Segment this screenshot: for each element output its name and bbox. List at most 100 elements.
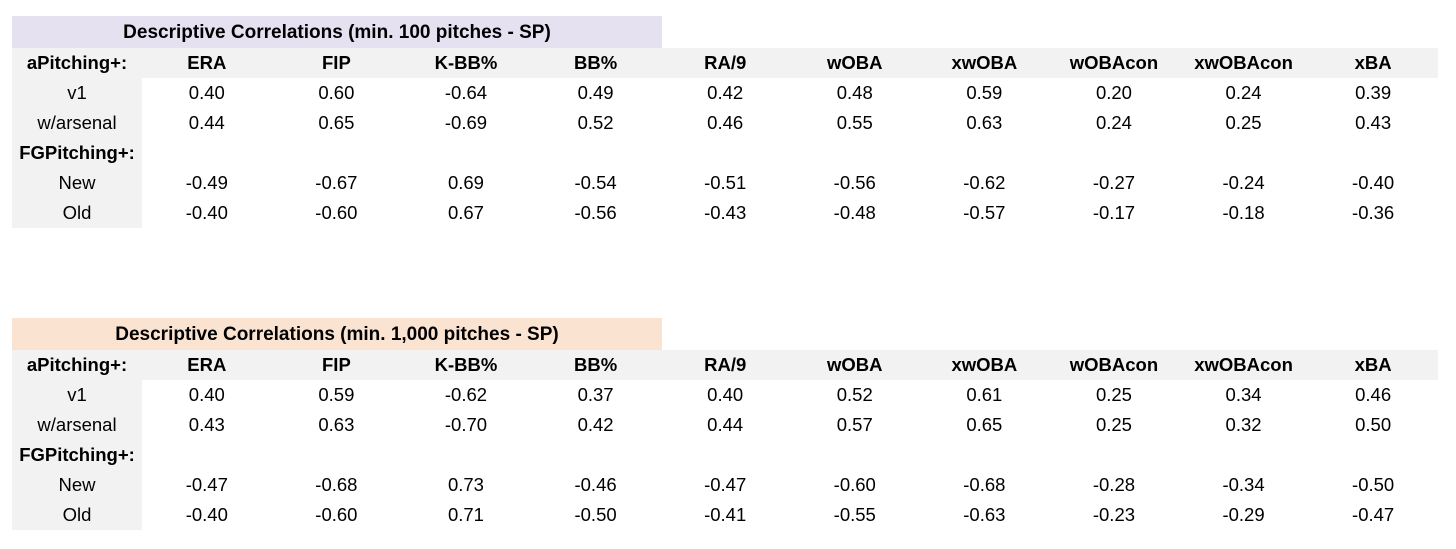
value-cell: -0.60 [833,474,876,495]
table-row: New -0.49 -0.67 0.69 -0.54 -0.51 -0.56 -0.62 -0.… [12,168,1438,198]
value-cell: -0.56 [833,172,876,193]
value-cell: 0.25 [1095,414,1132,435]
value-cell [1179,138,1309,168]
value-cell: 0.24 [1095,112,1132,133]
value-cell: 0.40 [188,82,225,103]
value-cell [401,440,531,470]
group-header-row: FGPitching+: [12,138,1438,168]
value-cell: 0.25 [1225,112,1262,133]
value-cell: -0.40 [1352,172,1395,193]
value-cell: 0.50 [1355,414,1392,435]
value-cell: 0.42 [577,414,614,435]
value-cell [531,440,661,470]
value-cell: -0.18 [1222,202,1265,223]
value-cell: -0.64 [444,82,488,103]
value-cell: -0.50 [1352,474,1395,495]
table-row: v1 0.40 0.59 -0.62 0.37 0.40 0.52 0.61 0.25 0.34 0… [12,380,1438,410]
value-cell: 0.65 [318,112,355,133]
value-cell: -0.51 [704,172,747,193]
value-cell: 0.59 [318,384,355,405]
column-header: wOBA [827,354,883,375]
value-cell: -0.40 [185,202,228,223]
value-cell: -0.67 [315,172,358,193]
value-cell: 0.40 [707,384,744,405]
value-cell: 0.43 [188,414,225,435]
value-cell: 0.46 [1355,384,1392,405]
value-cell: 0.69 [447,172,484,193]
value-cell: 0.48 [836,82,873,103]
value-cell [920,138,1050,168]
column-header: xwOBAcon [1194,354,1293,375]
column-header: BB% [573,52,618,73]
value-cell: 0.63 [318,414,355,435]
value-cell [272,440,402,470]
value-cell: -0.68 [315,474,358,495]
value-cell: -0.62 [963,172,1006,193]
value-cell [920,440,1050,470]
value-cell: 0.55 [836,112,873,133]
row-label: Old [12,500,142,530]
column-header: wOBA [827,52,883,73]
value-cell: 0.43 [1355,112,1392,133]
value-cell [1308,138,1438,168]
column-header: BB% [573,354,618,375]
table-row: Old -0.40 -0.60 0.67 -0.56 -0.43 -0.48 -0.57 -0.… [12,198,1438,228]
column-header: wOBAcon [1069,354,1159,375]
header-row: aPitching+: ERA FIP K-BB% BB% RA/9 wOBA … [12,350,1438,380]
value-cell: -0.17 [1092,202,1136,223]
row-label: Old [12,198,142,228]
value-cell: 0.25 [1095,384,1132,405]
column-header: RA/9 [704,354,747,375]
row-label: FGPitching+: [12,440,142,470]
column-header: K-BB% [434,354,498,375]
value-cell: -0.47 [185,474,228,495]
value-cell: 0.57 [836,414,873,435]
column-header: xwOBAcon [1194,52,1293,73]
value-cell: 0.44 [707,414,744,435]
group-header-row: FGPitching+: [12,440,1438,470]
value-cell: -0.47 [1352,504,1395,525]
value-cell [660,138,790,168]
value-cell: 0.37 [577,384,614,405]
column-header: xBA [1354,52,1392,73]
value-cell [401,138,531,168]
header-label: aPitching+: [12,48,142,78]
value-cell: -0.57 [963,202,1006,223]
value-cell: -0.24 [1222,172,1265,193]
value-cell: -0.55 [833,504,876,525]
value-cell: 0.61 [966,384,1003,405]
value-cell [142,138,272,168]
value-cell: -0.60 [315,202,358,223]
value-cell: 0.24 [1225,82,1262,103]
value-cell: 0.39 [1355,82,1392,103]
value-cell: -0.49 [185,172,228,193]
row-label: New [12,470,142,500]
value-cell: -0.60 [315,504,358,525]
value-cell: -0.43 [704,202,747,223]
value-cell: -0.27 [1092,172,1136,193]
value-cell: 0.71 [447,504,484,525]
value-cell: 0.20 [1095,82,1132,103]
value-cell: -0.47 [704,474,747,495]
header-row: aPitching+: ERA FIP K-BB% BB% RA/9 wOBA … [12,48,1438,78]
column-header: xwOBA [951,52,1018,73]
column-header: FIP [322,52,351,73]
value-cell: -0.36 [1352,202,1395,223]
value-cell: -0.70 [444,414,488,435]
value-cell: 0.40 [188,384,225,405]
value-cell: 0.32 [1225,414,1262,435]
row-label: w/arsenal [12,108,142,138]
row-label: v1 [12,380,142,410]
value-cell: -0.40 [185,504,228,525]
table-row: w/arsenal 0.44 0.65 -0.69 0.52 0.46 0.55 0.63 0.… [12,108,1438,138]
value-cell: -0.48 [833,202,876,223]
value-cell [790,440,920,470]
table-row: Old -0.40 -0.60 0.71 -0.50 -0.41 -0.55 -0.63 -0.… [12,500,1438,530]
value-cell: 0.60 [318,82,355,103]
table-body: v1 0.40 0.60 -0.64 0.49 0.42 0.48 0.59 0.20 0.24 0… [12,78,1438,228]
value-cell: 0.44 [188,112,225,133]
row-label: New [12,168,142,198]
value-cell: -0.46 [574,474,617,495]
value-cell: 0.46 [707,112,744,133]
table-row: w/arsenal 0.43 0.63 -0.70 0.42 0.44 0.57 0.65 0.… [12,410,1438,440]
